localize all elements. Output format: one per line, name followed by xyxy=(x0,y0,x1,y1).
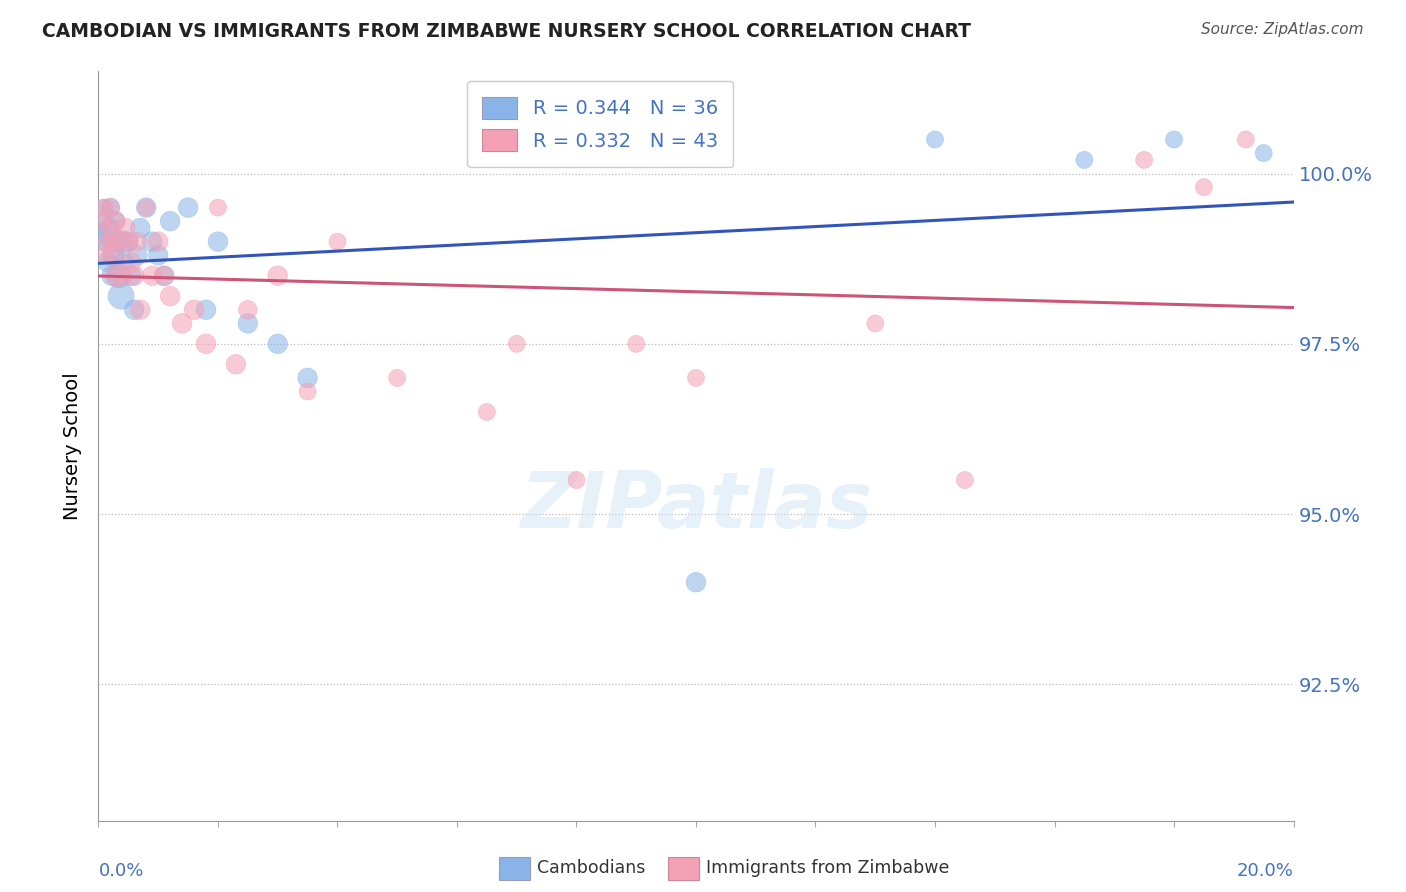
Point xyxy=(148,248,170,262)
Point xyxy=(104,214,127,228)
Point xyxy=(94,248,117,262)
Point xyxy=(127,235,149,249)
Point xyxy=(100,268,122,283)
Point xyxy=(195,302,218,317)
Point xyxy=(953,473,976,487)
Point xyxy=(924,132,946,146)
Point xyxy=(111,235,134,249)
Y-axis label: Nursery School: Nursery School xyxy=(63,372,83,520)
Text: Immigrants from Zimbabwe: Immigrants from Zimbabwe xyxy=(706,859,949,877)
Point xyxy=(90,214,112,228)
Point xyxy=(105,235,128,249)
Point xyxy=(103,248,125,262)
Text: ZIPatlas: ZIPatlas xyxy=(520,468,872,544)
Point xyxy=(104,214,127,228)
Point xyxy=(91,214,114,228)
Point xyxy=(96,255,118,269)
Point xyxy=(865,317,887,331)
Point xyxy=(117,235,139,249)
Point xyxy=(127,248,149,262)
Point xyxy=(195,336,218,351)
Point xyxy=(112,255,135,269)
Point xyxy=(114,221,136,235)
Point xyxy=(1192,180,1215,194)
Point xyxy=(685,371,707,385)
Point xyxy=(236,302,259,317)
Point xyxy=(120,268,142,283)
Point xyxy=(159,289,181,303)
Point xyxy=(207,235,229,249)
Text: 0.0%: 0.0% xyxy=(98,862,143,880)
Legend: R = 0.344   N = 36, R = 0.332   N = 43: R = 0.344 N = 36, R = 0.332 N = 43 xyxy=(467,81,734,167)
Point xyxy=(385,371,409,385)
Point xyxy=(124,268,146,283)
Point xyxy=(94,235,117,249)
Point xyxy=(626,336,648,351)
Point xyxy=(267,336,290,351)
Point xyxy=(93,201,115,215)
Point xyxy=(105,268,128,283)
Text: CAMBODIAN VS IMMIGRANTS FROM ZIMBABWE NURSERY SCHOOL CORRELATION CHART: CAMBODIAN VS IMMIGRANTS FROM ZIMBABWE NU… xyxy=(42,22,972,41)
Point xyxy=(96,235,118,249)
Point xyxy=(475,405,498,419)
Point xyxy=(98,221,121,235)
Point xyxy=(177,201,200,215)
Point xyxy=(172,317,194,331)
Point xyxy=(111,268,134,283)
Point xyxy=(108,235,131,249)
Point xyxy=(159,214,181,228)
Point xyxy=(135,201,157,215)
Text: Source: ZipAtlas.com: Source: ZipAtlas.com xyxy=(1201,22,1364,37)
Text: Cambodians: Cambodians xyxy=(537,859,645,877)
Point xyxy=(103,248,125,262)
Point xyxy=(108,268,131,283)
Point xyxy=(506,336,529,351)
Point xyxy=(236,317,259,331)
Point xyxy=(124,302,146,317)
Point xyxy=(141,268,163,283)
Point xyxy=(98,201,122,215)
Point xyxy=(148,235,170,249)
Point xyxy=(90,227,112,242)
Point xyxy=(183,302,205,317)
Point xyxy=(153,268,176,283)
Point xyxy=(141,235,163,249)
Point xyxy=(267,268,290,283)
Point xyxy=(110,289,132,303)
Point xyxy=(135,201,157,215)
Point xyxy=(1253,146,1275,161)
Point xyxy=(1234,132,1257,146)
Point xyxy=(1133,153,1156,167)
Point xyxy=(98,221,121,235)
Point xyxy=(207,201,229,215)
Point xyxy=(98,201,122,215)
Point xyxy=(153,268,176,283)
Point xyxy=(297,384,319,399)
Point xyxy=(91,201,114,215)
Point xyxy=(129,302,152,317)
Text: 20.0%: 20.0% xyxy=(1237,862,1294,880)
Point xyxy=(326,235,349,249)
Point xyxy=(1163,132,1185,146)
Point xyxy=(100,235,122,249)
Point xyxy=(685,575,707,590)
Point xyxy=(129,221,152,235)
Point xyxy=(297,371,319,385)
Point xyxy=(1073,153,1095,167)
Point xyxy=(225,357,247,371)
Point xyxy=(120,255,142,269)
Point xyxy=(117,235,139,249)
Point xyxy=(565,473,588,487)
